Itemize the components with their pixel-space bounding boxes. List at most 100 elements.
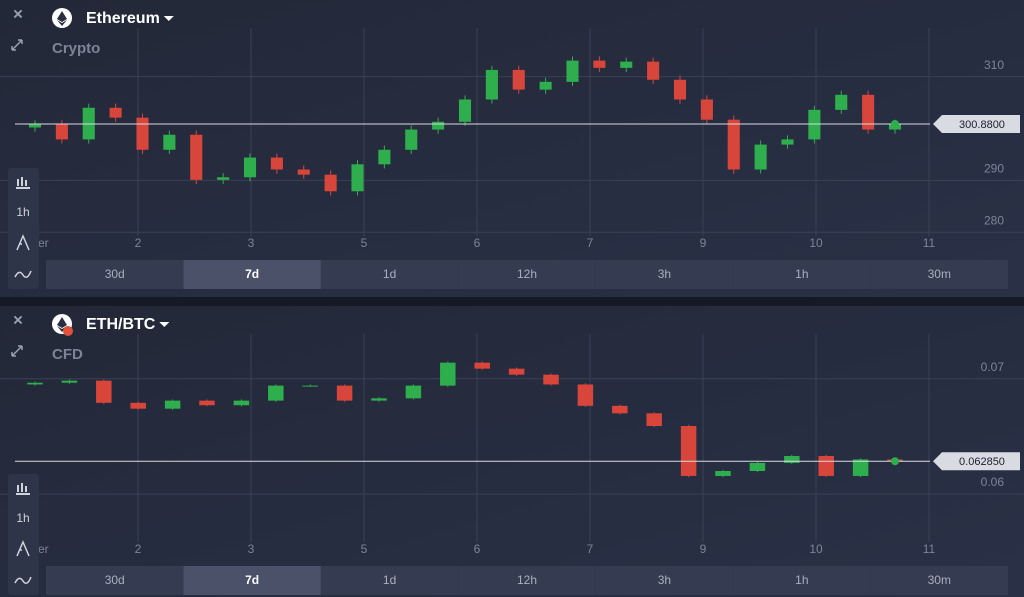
candle-body (55, 124, 68, 140)
x-tick-label: 10 (809, 236, 823, 250)
candle-body (164, 400, 181, 409)
asset-badge (63, 326, 73, 336)
timeframe-label[interactable]: 7d (245, 573, 259, 587)
candle-body (136, 117, 149, 150)
timeframe-button[interactable] (595, 260, 734, 289)
chart-type-icon[interactable] (16, 177, 30, 189)
x-tick-label: 9 (700, 236, 707, 250)
x-tick-label: 7 (587, 236, 594, 250)
candle-body (852, 459, 869, 476)
candle-body (754, 144, 767, 170)
candle-body (109, 107, 122, 118)
x-tick-label: 5 (361, 542, 368, 556)
timeframe-button[interactable] (183, 260, 321, 289)
candle-body (647, 61, 660, 80)
candle-body (700, 99, 713, 120)
timeframe-button[interactable] (870, 566, 1008, 595)
candle-body (440, 362, 456, 386)
timeframe-label[interactable]: 30d (105, 573, 125, 587)
timeframe-label[interactable]: 1d (383, 573, 396, 587)
candle-body (458, 99, 472, 122)
timeframe-button[interactable] (320, 260, 459, 289)
x-tick-label: 6 (474, 236, 481, 250)
candle-body (715, 471, 731, 476)
asset-title[interactable]: Ethereum (86, 10, 160, 27)
candle-body (61, 380, 78, 383)
drawing-icon[interactable] (14, 576, 32, 584)
timeframe-button[interactable] (733, 566, 871, 595)
candle-body (781, 139, 794, 145)
candle-body (673, 79, 687, 100)
close-button[interactable]: × (13, 310, 23, 329)
timeframe-label[interactable]: 1h (795, 267, 808, 281)
timeframe-button[interactable] (870, 260, 1008, 289)
timeframe-button[interactable] (595, 566, 734, 595)
timeframe-label[interactable]: 12h (517, 267, 537, 281)
candle-body (593, 60, 606, 68)
timeframe-button[interactable] (46, 566, 184, 595)
expand-button[interactable] (11, 345, 23, 357)
timeframe-button[interactable] (458, 566, 596, 595)
timeframe-label[interactable]: 3h (658, 267, 671, 281)
timeframe-button[interactable] (46, 260, 184, 289)
dropdown-arrow[interactable] (163, 16, 174, 21)
x-tick-label: 3 (248, 236, 255, 250)
candle-body (163, 134, 176, 150)
timeframe-button[interactable] (183, 566, 321, 595)
panel-background (0, 306, 1024, 597)
indicator-icon[interactable] (16, 540, 30, 557)
expand-button[interactable] (11, 39, 23, 51)
candle-body (543, 374, 559, 385)
timeframe-label[interactable]: 7d (245, 267, 259, 281)
price-tag (933, 452, 1020, 471)
dropdown-arrow[interactable] (159, 322, 170, 327)
candle-body (233, 400, 250, 406)
interval-button[interactable]: 1h (16, 205, 29, 219)
candle-body (130, 402, 146, 409)
timeframe-label[interactable]: 1h (795, 573, 808, 587)
timeframe-label[interactable]: 1d (383, 267, 396, 281)
candle-body (808, 109, 821, 140)
x-tick-label: 11 (923, 236, 936, 250)
timeframe-button[interactable] (458, 260, 596, 289)
candle-body (612, 405, 628, 414)
candle-body (268, 385, 284, 401)
candle-body (620, 61, 633, 68)
current-price-dot (891, 119, 899, 128)
panel-separator (0, 297, 1024, 306)
x-tick-label: 2 (135, 542, 142, 556)
candle-body (297, 169, 310, 175)
candle-body (539, 81, 552, 90)
x-tick-label: 9 (700, 542, 707, 556)
candle-body (351, 164, 364, 192)
timeframe-label[interactable]: 30d (105, 267, 125, 281)
y-tick-label: 0.06 (981, 475, 1005, 489)
asset-title[interactable]: ETH/BTC (86, 316, 156, 333)
timeframe-button[interactable] (320, 566, 459, 595)
indicator-icon[interactable] (16, 234, 30, 251)
candle-body (405, 385, 422, 399)
candle-body (784, 456, 800, 463)
timeframe-button[interactable] (733, 260, 871, 289)
interval-button[interactable]: 1h (16, 511, 29, 525)
candle-body (646, 413, 662, 426)
candle-body (371, 398, 387, 401)
timeframe-label[interactable]: 30m (928, 267, 951, 281)
timeframe-label[interactable]: 30m (928, 573, 951, 587)
x-tick-label: 6 (474, 542, 481, 556)
side-toolbar (8, 474, 39, 595)
candle-body (566, 60, 579, 82)
x-tick-label: 5 (361, 236, 368, 250)
candle-body (217, 177, 230, 180)
chart-type-icon[interactable] (16, 483, 30, 495)
candle-body (508, 368, 525, 375)
candle-body (243, 157, 257, 178)
timeframe-label[interactable]: 12h (517, 573, 537, 587)
side-toolbar (8, 168, 39, 289)
y-tick-label: 0.07 (981, 360, 1005, 374)
drawing-icon[interactable] (14, 270, 32, 278)
close-button[interactable]: × (13, 4, 23, 23)
timeframe-label[interactable]: 3h (658, 573, 671, 587)
